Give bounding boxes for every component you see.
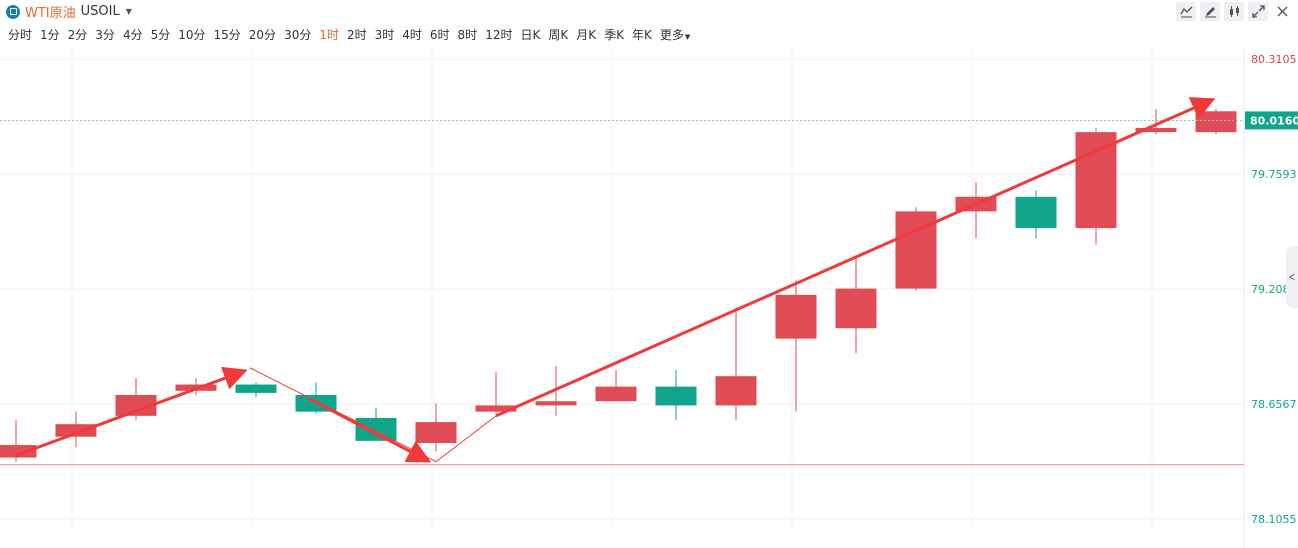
period-more-label: 更多 bbox=[659, 28, 684, 42]
close-button[interactable] bbox=[1272, 2, 1292, 21]
candle-body bbox=[415, 422, 457, 443]
line-tool-icon bbox=[1179, 6, 1192, 18]
trend-arrow-up-2 bbox=[495, 97, 1216, 418]
symbol-name: WTI原油 bbox=[25, 6, 76, 21]
candle-body bbox=[835, 288, 877, 329]
candle-body bbox=[535, 401, 577, 406]
price-axis-label: 78.6567 bbox=[1251, 398, 1297, 411]
period-tab[interactable]: 2时 bbox=[346, 28, 367, 42]
period-tabs: 分时 1分 2分 3分 4分 5分 10分 15分 20分 30分 1时 2时 3时 4时 6时 8时 12时日… bbox=[4, 26, 694, 44]
indicator-icon bbox=[1229, 6, 1239, 17]
trend-arrow-down bbox=[309, 397, 432, 463]
last-price-badge bbox=[1245, 111, 1298, 130]
line-tool-button[interactable] bbox=[1176, 2, 1196, 21]
last-price-label: 80.0160 bbox=[1250, 114, 1298, 127]
period-tab[interactable]: 3分 bbox=[95, 28, 115, 42]
period-more-dropdown[interactable]: 更多▼ bbox=[656, 26, 694, 44]
price-axis-label: 80.3105 bbox=[1251, 53, 1297, 66]
expand-button[interactable] bbox=[1248, 2, 1268, 21]
draw-tool-button[interactable] bbox=[1200, 2, 1220, 21]
candlestick-chart: 80.3105 79.7593 79.2080 78.6567 78.1055 80.01… bbox=[0, 48, 1298, 548]
symbol-code: USOIL bbox=[80, 4, 120, 19]
period-tab[interactable]: 30分 bbox=[284, 28, 312, 42]
chart-canvas: 80.3105 79.7593 79.2080 78.6567 78.1055 80.01… bbox=[0, 48, 1298, 548]
trend-arrow-up-1 bbox=[15, 366, 248, 457]
candle-body bbox=[475, 405, 517, 412]
candle-body bbox=[1195, 111, 1237, 133]
period-tab[interactable]: 15分 bbox=[213, 28, 241, 42]
instrument-logo-icon bbox=[6, 4, 20, 19]
period-tab[interactable]: 2分 bbox=[67, 28, 88, 42]
candle-body bbox=[715, 376, 757, 406]
indicator-button[interactable] bbox=[1224, 2, 1244, 21]
period-tab[interactable]: 年K bbox=[631, 28, 652, 42]
price-axis-label: 79.7593 bbox=[1251, 168, 1297, 181]
period-tab[interactable]: 季K bbox=[604, 28, 624, 42]
period-tab[interactable]: 20分 bbox=[248, 28, 277, 42]
toolbar bbox=[1176, 2, 1292, 21]
period-tab[interactable]: 3时 bbox=[374, 28, 395, 42]
candle-body bbox=[235, 384, 277, 393]
period-tab[interactable]: 12时 bbox=[485, 28, 513, 42]
chart-header: WTI原油 USOIL ▼ bbox=[0, 0, 1298, 22]
period-tab[interactable]: 日K bbox=[520, 28, 541, 42]
candle-body bbox=[0, 445, 37, 458]
chevron-down-icon: ▼ bbox=[684, 33, 691, 41]
period-tab[interactable]: 10分 bbox=[178, 28, 206, 42]
draw-tool-icon bbox=[1204, 7, 1216, 18]
period-tab[interactable]: 1分 bbox=[40, 28, 60, 42]
period-tab[interactable]: 5分 bbox=[150, 28, 171, 42]
price-axis-label: 79.2080 bbox=[1251, 283, 1297, 296]
candle-body bbox=[775, 294, 817, 339]
period-tab[interactable]: 4时 bbox=[402, 28, 422, 42]
expand-icon bbox=[1251, 5, 1265, 18]
chevron-left-icon: < bbox=[1288, 270, 1296, 284]
trend-line-up bbox=[435, 415, 497, 463]
candle-body bbox=[55, 424, 97, 437]
period-tab[interactable]: 4分 bbox=[122, 28, 143, 42]
period-tab[interactable]: 分时 bbox=[8, 28, 33, 42]
candle-body bbox=[1015, 196, 1057, 229]
period-tab[interactable]: 1时 bbox=[319, 28, 339, 42]
candle-body bbox=[1135, 127, 1177, 133]
period-tab[interactable]: 月K bbox=[576, 28, 597, 42]
period-tab[interactable]: 周K bbox=[548, 28, 569, 42]
candle-body bbox=[115, 394, 157, 416]
candle-body bbox=[655, 386, 697, 406]
collapse-panel-tab[interactable]: < bbox=[1286, 246, 1298, 308]
symbol-selector[interactable]: WTI原油 USOIL ▼ bbox=[6, 2, 132, 21]
chevron-down-icon: ▼ bbox=[125, 7, 132, 16]
price-axis-label: 78.1055 bbox=[1251, 513, 1297, 526]
period-tab[interactable]: 6时 bbox=[429, 28, 450, 42]
candle-body bbox=[355, 417, 397, 441]
candle-body bbox=[595, 386, 637, 402]
close-icon bbox=[1277, 6, 1287, 17]
candle-body bbox=[1075, 132, 1117, 229]
period-tab[interactable]: 8时 bbox=[457, 28, 478, 42]
